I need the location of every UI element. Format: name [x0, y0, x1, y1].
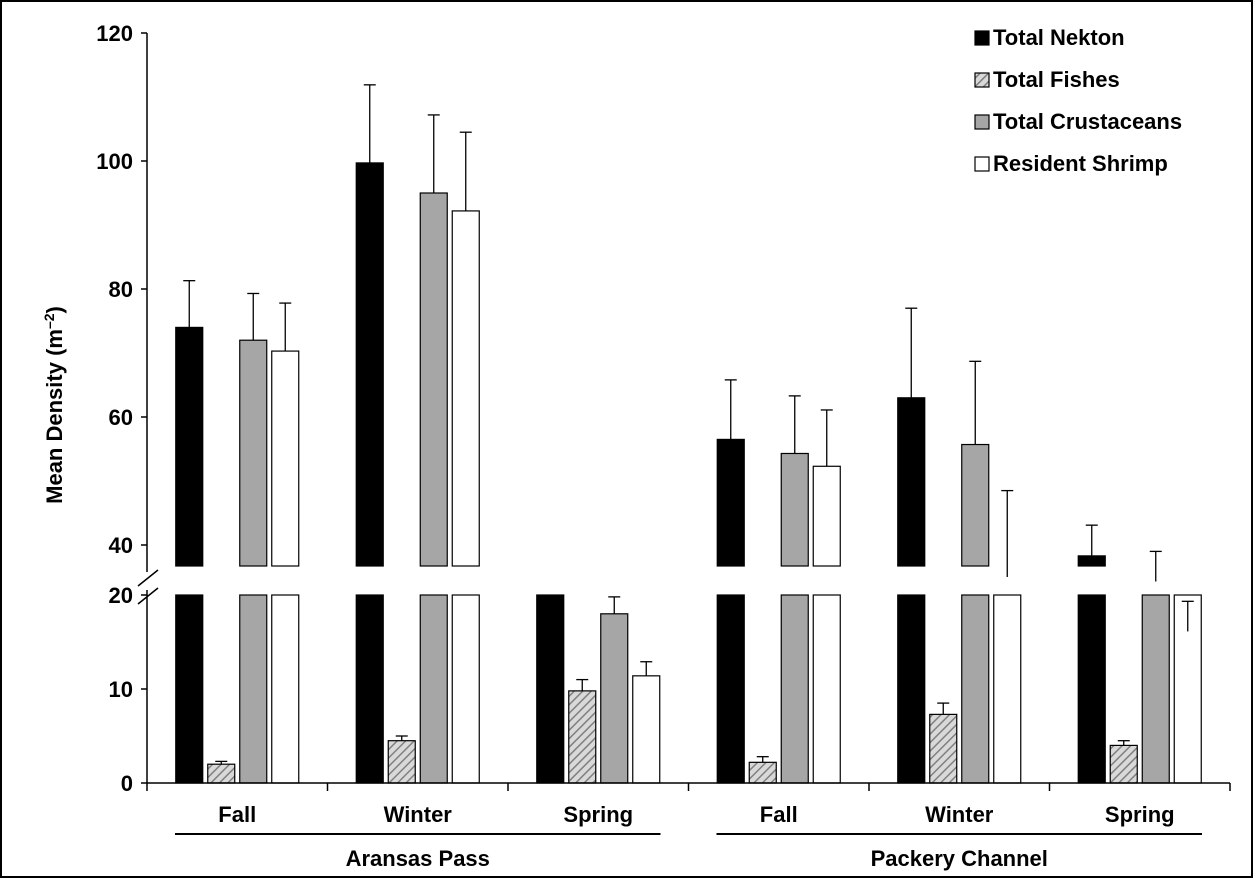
bar-total-crustaceans-lower [780, 594, 809, 784]
y-tick-label: 120 [96, 21, 133, 46]
y-tick-label: 0 [121, 771, 133, 796]
y-tick-label: 20 [109, 583, 133, 608]
bar-total-nekton-lower [1077, 594, 1106, 784]
group-label: Aransas Pass [346, 846, 490, 871]
bar-total-crustaceans-upper [419, 192, 448, 567]
axis-break-mark [137, 569, 159, 587]
y-tick-label: 100 [96, 149, 133, 174]
bar-resident-shrimp-lower [271, 594, 300, 784]
bar-total-nekton-lower [897, 594, 926, 784]
bar-total-fishes [207, 763, 236, 784]
bar-total-nekton-upper [1077, 555, 1106, 567]
bar-total-nekton-upper [897, 397, 926, 567]
bar-resident-shrimp-upper [271, 350, 300, 567]
bar-total-nekton-upper [355, 162, 384, 567]
legend-swatch [974, 114, 990, 130]
bar-total-crustaceans-lower [419, 594, 448, 784]
bar-total-crustaceans-lower [239, 594, 268, 784]
bar-resident-shrimp-upper [812, 465, 841, 567]
x-category-label: Spring [563, 802, 633, 827]
legend-label: Total Fishes [993, 67, 1120, 92]
legend-swatch [974, 72, 990, 88]
x-category-label: Fall [218, 802, 256, 827]
x-category-label: Spring [1105, 802, 1175, 827]
bar-total-crustaceans-lower [1141, 594, 1170, 784]
y-tick-label: 60 [109, 405, 133, 430]
bar-total-fishes [387, 740, 416, 784]
legend-label: Total Nekton [993, 25, 1125, 50]
legend-swatch [974, 30, 990, 46]
bar-resident-shrimp-upper [451, 210, 480, 567]
bar-total-fishes [1109, 744, 1138, 784]
bar-resident-shrimp-lower [812, 594, 841, 784]
bar-total-nekton-lower [175, 594, 204, 784]
y-axis-title: Mean Density (m–2) [41, 306, 67, 504]
bar-total-nekton-upper [175, 326, 204, 567]
legend-label: Resident Shrimp [993, 151, 1168, 176]
y-tick-label: 80 [109, 277, 133, 302]
legend-label: Total Crustaceans [993, 109, 1182, 134]
bar-total-nekton-lower [355, 594, 384, 784]
bar-total-nekton-upper [716, 438, 745, 567]
bar-resident-shrimp [632, 675, 661, 784]
bar-total-crustaceans-upper [961, 443, 990, 567]
group-label: Packery Channel [871, 846, 1048, 871]
bar-total-crustaceans-upper [780, 452, 809, 567]
x-category-label: Winter [384, 802, 453, 827]
bar-total-nekton-lower [716, 594, 745, 784]
y-tick-label: 10 [109, 677, 133, 702]
bar-total-crustaceans-lower [961, 594, 990, 784]
bar-total-nekton-lower [536, 594, 565, 784]
bar-resident-shrimp-lower [451, 594, 480, 784]
x-category-label: Fall [760, 802, 798, 827]
bar-total-fishes [568, 690, 597, 784]
axis-break-mark [137, 587, 159, 605]
bar-total-crustaceans-upper [239, 339, 268, 567]
bar-total-fishes [748, 761, 777, 784]
y-tick-label: 40 [109, 533, 133, 558]
bar-total-crustaceans [600, 613, 629, 784]
bar-total-fishes [929, 713, 958, 784]
x-category-label: Winter [925, 802, 994, 827]
bar-resident-shrimp-lower [993, 594, 1022, 784]
legend-swatch [974, 156, 990, 172]
